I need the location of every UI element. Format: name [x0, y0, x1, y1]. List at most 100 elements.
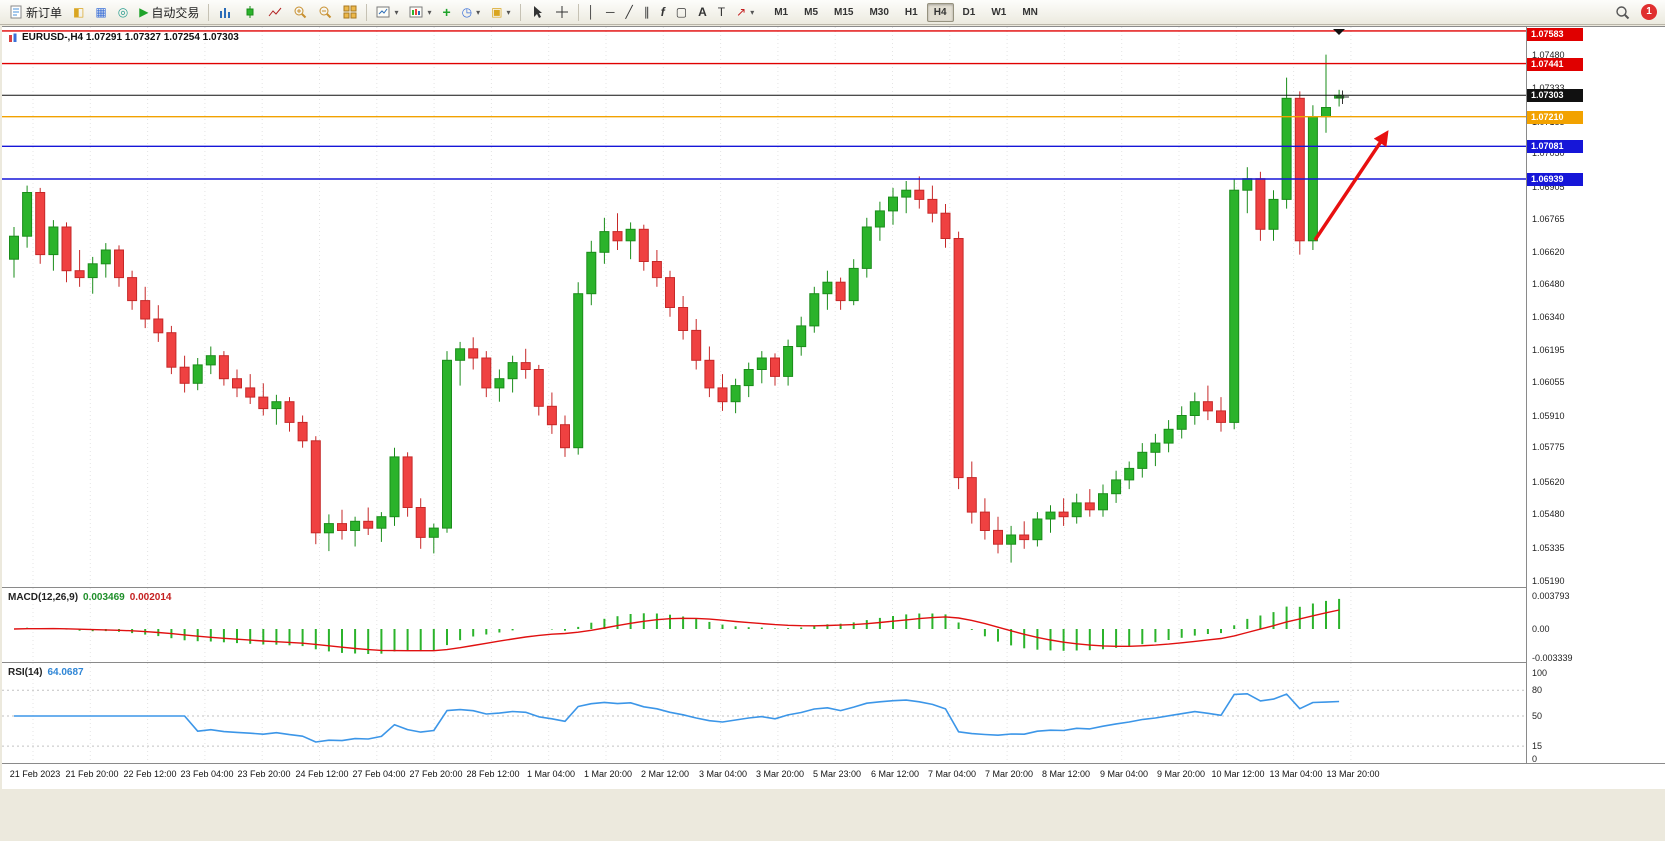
macd-main-value: 0.003469	[83, 592, 125, 603]
label-tool-button[interactable]: T	[713, 2, 730, 23]
price-line-badge: 1.07210	[1527, 111, 1583, 124]
time-axis-label: 7 Mar 20:00	[984, 769, 1034, 779]
zoom-out-button[interactable]	[313, 2, 337, 23]
tf-button-m30[interactable]: M30	[862, 3, 895, 22]
tf-button-m15[interactable]: M15	[827, 3, 860, 22]
fibonacci-icon: f	[660, 5, 665, 19]
tf-button-w1[interactable]: W1	[984, 3, 1013, 22]
dropdown-caret-icon: ▾	[750, 7, 755, 17]
price-chart-pane[interactable]: EURUSD-,H4 1.07291 1.07327 1.07254 1.073…	[2, 26, 1526, 588]
profiles-button[interactable]: ▾	[404, 2, 436, 23]
rsi-axis-label: 80	[1532, 685, 1543, 695]
indicators-button[interactable]: +	[437, 2, 455, 23]
notification-badge[interactable]: 1	[1641, 4, 1657, 20]
tf-button-d1[interactable]: D1	[956, 3, 983, 22]
time-axis-label: 1 Mar 20:00	[583, 769, 633, 779]
price-axis-label: 1.05775	[1532, 442, 1565, 452]
time-axis[interactable]: 21 Feb 2023 21 Feb 20:00 22 Feb 12:00 23 Fe…	[2, 763, 1665, 789]
toolbar-separator	[208, 3, 210, 21]
tile-windows-button[interactable]	[338, 2, 362, 23]
new-order-button[interactable]: 新订单	[4, 2, 67, 23]
new-chart-button[interactable]: ▾	[371, 2, 403, 23]
time-axis-label: 9 Mar 20:00	[1156, 769, 1206, 779]
periods-button[interactable]: ◷ ▾	[457, 2, 486, 23]
auto-trading-icon: ▶	[139, 5, 149, 19]
toolbar-right-group: 1	[1610, 2, 1661, 23]
chart-shift-marker[interactable]	[1333, 29, 1345, 35]
tf-button-mn[interactable]: MN	[1015, 3, 1045, 22]
price-axis-label: 1.06620	[1532, 247, 1565, 257]
templates-button[interactable]: ▣ ▾	[486, 2, 515, 23]
price-axis-label: 1.06340	[1532, 312, 1565, 322]
tf-button-m1[interactable]: M1	[767, 3, 795, 22]
price-axis-label: 1.05620	[1532, 477, 1565, 487]
timeframe-toolbar: M1 M5 M15 M30 H1 H4 D1 W1 MN	[766, 2, 1046, 22]
text-icon: A	[698, 5, 707, 19]
horizontal-lines[interactable]	[2, 30, 1526, 180]
zoom-in-button[interactable]	[288, 2, 312, 23]
bar-chart-mode-button[interactable]	[213, 2, 237, 23]
arrow-tool-icon: ↗	[736, 5, 747, 19]
dropdown-caret-icon: ▾	[427, 7, 432, 17]
vertical-line-tool-button[interactable]: │	[583, 2, 601, 23]
price-line-badge: 1.07583	[1527, 28, 1583, 41]
channel-tool-button[interactable]: ∥	[639, 2, 655, 23]
rsi-name: RSI(14)	[8, 667, 43, 678]
label-icon: T	[717, 5, 726, 19]
fibonacci-tool-button[interactable]: f	[656, 2, 670, 23]
new-order-label: 新订单	[26, 5, 63, 20]
rsi-axis-label: 100	[1532, 668, 1548, 678]
text-tool-button[interactable]: A	[693, 2, 712, 23]
macd-pane[interactable]: MACD(12,26,9) 0.003469 0.002014	[2, 587, 1526, 663]
rsi-levels	[2, 689, 1526, 747]
macd-axis-label: 0.003793	[1532, 591, 1570, 601]
market-watch-button[interactable]: ◧	[68, 2, 89, 23]
line-chart-icon	[269, 7, 282, 17]
time-axis-label: 2 Mar 12:00	[640, 769, 690, 779]
price-axis-label: 1.05910	[1532, 411, 1565, 421]
rsi-pane[interactable]: RSI(14) 64.0687	[2, 662, 1526, 764]
time-axis-label: 21 Feb 20:00	[65, 769, 119, 779]
auto-trading-button[interactable]: ▶ 自动交易	[134, 2, 204, 23]
main-toolbar: 新订单 ◧ ▦ ◎ ▶ 自动交易 ▾ ▾ + ◷ ▾ ▣ ▾ │ ─ ╱ ∥ f ▢…	[0, 0, 1665, 25]
arrows-tool-button[interactable]: ↗ ▾	[731, 2, 759, 23]
time-axis-label: 5 Mar 23:00	[812, 769, 862, 779]
trendline-tool-button[interactable]: ╱	[621, 2, 638, 23]
time-axis-label: 23 Feb 20:00	[237, 769, 291, 779]
line-chart-mode-button[interactable]	[263, 2, 287, 23]
cursor-tool-button[interactable]	[525, 2, 549, 23]
trend-arrow[interactable]	[1313, 130, 1389, 241]
price-axis-label: 1.05335	[1532, 543, 1565, 553]
tf-button-h1[interactable]: H1	[898, 3, 925, 22]
candles	[9, 54, 1345, 563]
price-axis-label: 1.06765	[1532, 214, 1565, 224]
chart-title: EURUSD-,H4 1.07291 1.07327 1.07254 1.073…	[8, 32, 239, 43]
bar-chart-icon	[220, 8, 231, 18]
price-line-badge: 1.06939	[1527, 173, 1583, 186]
time-axis-label: 23 Feb 04:00	[180, 769, 234, 779]
price-axis-label: 1.07333	[1532, 83, 1565, 93]
time-axis-label: 9 Mar 04:00	[1099, 769, 1149, 779]
shapes-tool-button[interactable]: ▢	[671, 2, 692, 23]
data-window-button[interactable]: ▦	[90, 2, 111, 23]
new-order-icon	[10, 5, 22, 19]
zoom-out-icon	[319, 6, 332, 19]
tf-button-m5[interactable]: M5	[797, 3, 825, 22]
macd-signal-line	[13, 609, 1340, 652]
crosshair-tool-button[interactable]	[550, 2, 574, 23]
search-button[interactable]	[1610, 2, 1635, 23]
gridlines	[32, 588, 1352, 663]
macd-axis-label: 0.00	[1532, 624, 1550, 634]
rsi-line	[14, 692, 1340, 743]
price-axis-label: 1.06055	[1532, 377, 1565, 387]
price-axis[interactable]: 1.074801.073331.071851.070501.069051.067…	[1526, 26, 1665, 764]
navigator-button[interactable]: ◎	[113, 2, 133, 23]
macd-signal-value: 0.002014	[129, 592, 172, 603]
market-watch-icon: ◧	[73, 5, 85, 19]
candlestick-mode-button[interactable]	[238, 2, 262, 23]
price-line-badge: 1.07441	[1527, 58, 1583, 71]
horizontal-line-tool-button[interactable]: ─	[601, 2, 620, 23]
vertical-line-icon: │	[587, 5, 596, 19]
tf-button-h4[interactable]: H4	[926, 2, 954, 22]
